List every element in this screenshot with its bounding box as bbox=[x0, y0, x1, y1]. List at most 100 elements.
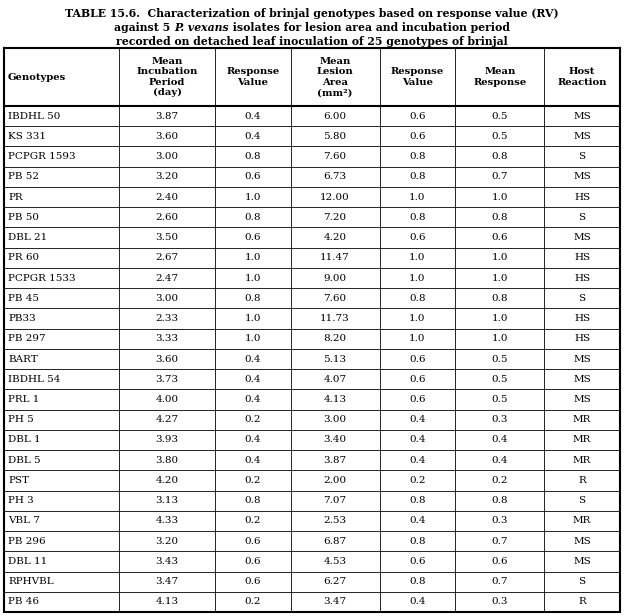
Text: 4.07: 4.07 bbox=[323, 375, 346, 384]
Text: 0.8: 0.8 bbox=[492, 294, 508, 303]
Text: IBDHL 54: IBDHL 54 bbox=[8, 375, 61, 384]
Text: 3.73: 3.73 bbox=[155, 375, 178, 384]
Text: 0.4: 0.4 bbox=[245, 354, 261, 363]
Text: MR: MR bbox=[573, 516, 592, 525]
Text: 3.33: 3.33 bbox=[155, 334, 178, 343]
Text: 0.8: 0.8 bbox=[492, 496, 508, 505]
Text: DBL 21: DBL 21 bbox=[8, 233, 47, 242]
Text: 4.00: 4.00 bbox=[155, 395, 178, 404]
Text: 2.67: 2.67 bbox=[155, 253, 178, 262]
Text: 0.8: 0.8 bbox=[409, 537, 426, 546]
Text: 3.20: 3.20 bbox=[155, 537, 178, 546]
Text: 1.0: 1.0 bbox=[409, 334, 426, 343]
Text: 0.6: 0.6 bbox=[409, 354, 426, 363]
Text: 0.5: 0.5 bbox=[492, 111, 508, 121]
Text: 7.60: 7.60 bbox=[323, 152, 346, 161]
Text: PR: PR bbox=[8, 193, 22, 201]
Text: 3.47: 3.47 bbox=[155, 577, 178, 586]
Text: S: S bbox=[578, 152, 586, 161]
Text: 3.20: 3.20 bbox=[155, 172, 178, 181]
Text: Response
Value: Response Value bbox=[391, 67, 444, 87]
Text: P. vexans: P. vexans bbox=[174, 22, 229, 33]
Text: 0.6: 0.6 bbox=[245, 577, 261, 586]
Text: 1.0: 1.0 bbox=[492, 314, 508, 323]
Text: 2.00: 2.00 bbox=[323, 476, 346, 485]
Text: 0.6: 0.6 bbox=[245, 233, 261, 242]
Text: 8.20: 8.20 bbox=[323, 334, 346, 343]
Text: 0.2: 0.2 bbox=[245, 476, 261, 485]
Text: 0.7: 0.7 bbox=[492, 172, 508, 181]
Text: 1.0: 1.0 bbox=[245, 253, 261, 262]
Text: PB 45: PB 45 bbox=[8, 294, 39, 303]
Text: 3.87: 3.87 bbox=[155, 111, 178, 121]
Text: 0.4: 0.4 bbox=[409, 598, 426, 606]
Text: MS: MS bbox=[573, 233, 591, 242]
Text: 0.8: 0.8 bbox=[245, 213, 261, 222]
Text: recorded on detached leaf inoculation of 25 genotypes of brinjal: recorded on detached leaf inoculation of… bbox=[116, 36, 508, 47]
Text: R: R bbox=[578, 598, 586, 606]
Text: 1.0: 1.0 bbox=[492, 274, 508, 283]
Text: 3.47: 3.47 bbox=[323, 598, 346, 606]
Text: 3.80: 3.80 bbox=[155, 456, 178, 464]
Text: 0.4: 0.4 bbox=[245, 436, 261, 445]
Text: MR: MR bbox=[573, 456, 592, 464]
Text: 0.6: 0.6 bbox=[245, 172, 261, 181]
Text: 5.80: 5.80 bbox=[323, 132, 346, 141]
Text: 3.87: 3.87 bbox=[323, 456, 346, 464]
Text: 3.50: 3.50 bbox=[155, 233, 178, 242]
Text: 0.4: 0.4 bbox=[492, 436, 508, 445]
Text: 1.0: 1.0 bbox=[492, 193, 508, 201]
Text: MS: MS bbox=[573, 557, 591, 566]
Text: HS: HS bbox=[574, 193, 590, 201]
Text: 1.0: 1.0 bbox=[245, 314, 261, 323]
Text: 0.2: 0.2 bbox=[245, 415, 261, 424]
Text: S: S bbox=[578, 577, 586, 586]
Text: S: S bbox=[578, 213, 586, 222]
Text: 2.40: 2.40 bbox=[155, 193, 178, 201]
Text: PH 5: PH 5 bbox=[8, 415, 34, 424]
Text: 0.5: 0.5 bbox=[492, 375, 508, 384]
Text: 7.60: 7.60 bbox=[323, 294, 346, 303]
Text: 0.6: 0.6 bbox=[409, 395, 426, 404]
Text: 0.2: 0.2 bbox=[409, 476, 426, 485]
Text: 4.20: 4.20 bbox=[323, 233, 346, 242]
Text: Host
Reaction: Host Reaction bbox=[557, 67, 607, 87]
Text: MS: MS bbox=[573, 111, 591, 121]
Text: 0.8: 0.8 bbox=[492, 152, 508, 161]
Text: MS: MS bbox=[573, 354, 591, 363]
Text: 0.3: 0.3 bbox=[492, 415, 508, 424]
Text: 0.4: 0.4 bbox=[245, 395, 261, 404]
Text: 0.4: 0.4 bbox=[409, 436, 426, 445]
Text: HS: HS bbox=[574, 334, 590, 343]
Text: 0.8: 0.8 bbox=[409, 496, 426, 505]
Text: MS: MS bbox=[573, 537, 591, 546]
Text: 6.73: 6.73 bbox=[323, 172, 346, 181]
Text: 0.8: 0.8 bbox=[245, 152, 261, 161]
Text: PB 50: PB 50 bbox=[8, 213, 39, 222]
Text: MS: MS bbox=[573, 395, 591, 404]
Text: 1.0: 1.0 bbox=[409, 253, 426, 262]
Text: isolates for lesion area and incubation period: isolates for lesion area and incubation … bbox=[229, 22, 510, 33]
Text: 0.2: 0.2 bbox=[492, 476, 508, 485]
Text: 0.6: 0.6 bbox=[409, 132, 426, 141]
Text: 0.6: 0.6 bbox=[245, 557, 261, 566]
Text: 0.6: 0.6 bbox=[409, 375, 426, 384]
Text: PB 52: PB 52 bbox=[8, 172, 39, 181]
Text: HS: HS bbox=[574, 274, 590, 283]
Text: MS: MS bbox=[573, 132, 591, 141]
Text: 0.4: 0.4 bbox=[409, 415, 426, 424]
Text: 11.73: 11.73 bbox=[320, 314, 350, 323]
Text: against 5: against 5 bbox=[114, 22, 174, 33]
Text: MS: MS bbox=[573, 375, 591, 384]
Text: 6.00: 6.00 bbox=[323, 111, 346, 121]
Text: 2.53: 2.53 bbox=[323, 516, 346, 525]
Text: BART: BART bbox=[8, 354, 37, 363]
Text: 0.8: 0.8 bbox=[492, 213, 508, 222]
Text: 3.00: 3.00 bbox=[155, 152, 178, 161]
Text: 0.8: 0.8 bbox=[409, 172, 426, 181]
Text: 3.43: 3.43 bbox=[155, 557, 178, 566]
Text: 7.20: 7.20 bbox=[323, 213, 346, 222]
Text: 2.60: 2.60 bbox=[155, 213, 178, 222]
Text: 0.8: 0.8 bbox=[409, 152, 426, 161]
Text: 0.6: 0.6 bbox=[492, 233, 508, 242]
